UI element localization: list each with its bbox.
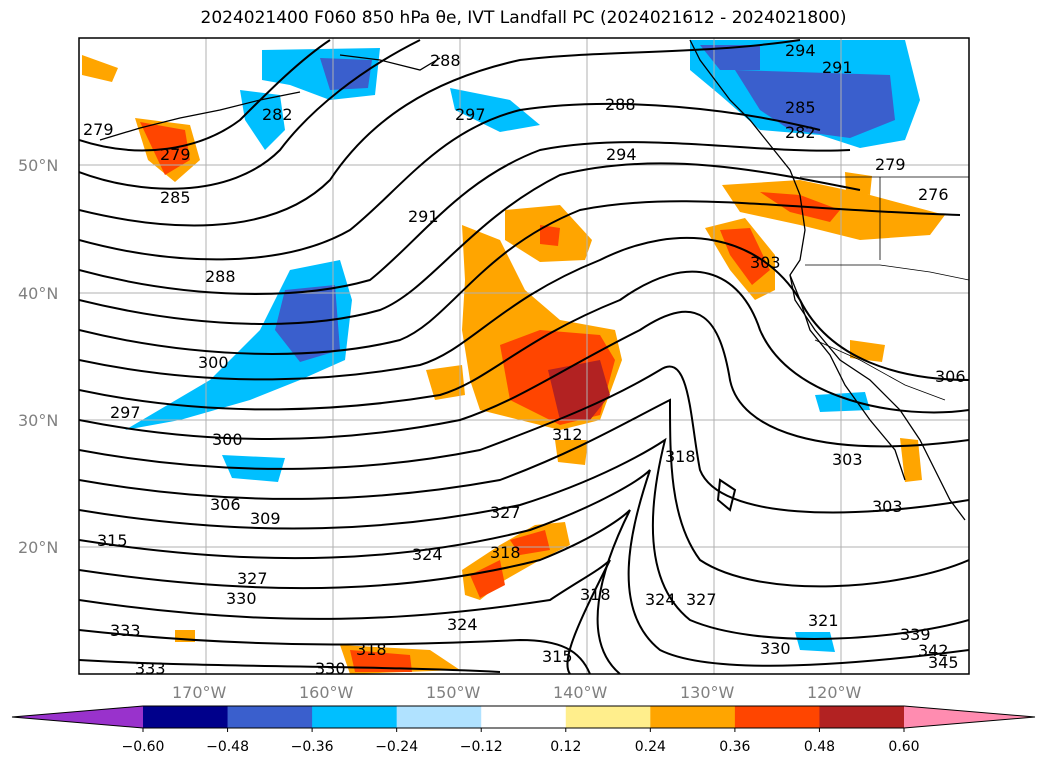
colorbar-tick-label: 0.48 [804,739,835,755]
lon-label: 150°W [426,683,481,702]
colorbar-segment [819,706,905,728]
contour-label: 294 [785,41,816,60]
colorbar-tick-label: −0.36 [291,739,334,755]
colorbar-tick-label: −0.48 [206,739,249,755]
contour-label: 330 [226,589,257,608]
colorbar-tick-label: 0.12 [550,739,581,755]
contour-label: 306 [935,367,966,386]
contour-label: 288 [605,95,636,114]
lat-label: 50°N [18,156,58,175]
contour-label: 324 [645,590,676,609]
contour-label: 288 [205,267,236,286]
longitude-labels: 170°W 160°W 150°W 140°W 130°W 120°W [172,683,862,702]
colorbar-segment [227,706,313,728]
contour-label: 318 [356,640,387,659]
contour-label: 324 [447,615,478,634]
lon-label: 120°W [807,683,862,702]
contour-label: 339 [900,625,931,644]
colorbar-tick-label: −0.12 [460,739,503,755]
contour-label: 279 [83,120,114,139]
contour-label: 327 [237,569,268,588]
contour-label: 282 [785,123,816,142]
colorbar-segment [481,706,567,728]
contour-label: 306 [210,495,241,514]
ivt-pc-shading [82,40,945,674]
colorbar-tick-label: −0.24 [375,739,418,755]
lon-label: 140°W [553,683,608,702]
contour-label: 312 [552,425,583,444]
lat-label: 30°N [18,411,58,430]
contour-label: 318 [490,543,521,562]
lat-label: 20°N [18,538,58,557]
contour-label: 321 [808,611,839,630]
contour-label: 318 [580,585,611,604]
colorbar-tick-label: 0.60 [888,739,919,755]
map-frame [78,37,970,675]
contour-label: 327 [490,503,521,522]
contour-label: 279 [160,145,191,164]
colorbar-extend-low [12,706,143,728]
contour-label: 333 [135,659,166,678]
contour-label: 285 [160,188,191,207]
contour-label: 291 [822,58,853,77]
latitude-labels: 50°N 40°N 30°N 20°N [18,156,58,557]
contour-label: 303 [872,497,903,516]
contour-label: 315 [542,647,573,666]
lon-label: 160°W [299,683,354,702]
contour-label: 294 [606,145,637,164]
colorbar-segment [312,706,398,728]
contour-label: 345 [928,653,959,672]
colorbar-tick-label: 0.36 [719,739,750,755]
contour-label: 279 [875,155,906,174]
contour-label: 318 [665,447,696,466]
contour-label: 282 [262,105,293,124]
contour-label: 297 [455,105,486,124]
theta-e-contours [79,39,969,674]
contour-label: 330 [760,639,791,658]
colorbar-tick-label: 0.24 [635,739,666,755]
contour-label: 333 [110,621,141,640]
contour-label: 291 [408,207,439,226]
borders [800,176,969,401]
graticule [79,38,969,674]
contour-label: 300 [212,430,243,449]
colorbar-extend-high [904,706,1035,728]
colorbar-segment [650,706,736,728]
contour-label: 309 [250,509,281,528]
lon-label: 170°W [172,683,227,702]
contour-label: 324 [412,545,443,564]
contour-labels: 294 291 288 282 297 288 285 282 279 276 … [83,41,966,678]
contour-label: 330 [315,659,346,678]
contour-label: 315 [97,531,128,550]
contour-label: 327 [686,590,717,609]
contour-label: 303 [750,253,781,272]
colorbar-segment [143,706,229,728]
lon-label: 130°W [680,683,735,702]
lat-label: 40°N [18,284,58,303]
contour-label: 297 [110,403,141,422]
contour-label: 303 [832,450,863,469]
contour-label: 276 [918,185,949,204]
colorbar-segment [734,706,820,728]
colorbar: −0.60 −0.48 −0.36 −0.24 −0.12 0.12 0.24 0.36 0.4… [11,705,1036,755]
contour-label: 285 [785,98,816,117]
colorbar-segment [396,706,482,728]
contour-label: 300 [198,353,229,372]
map-title: 2024021400 F060 850 hPa θe, IVT Landfall… [200,8,847,28]
contour-label: 342 [918,641,949,660]
colorbar-tick-label: −0.60 [122,739,165,755]
colorbar-segment [565,706,651,728]
contour-label: 288 [430,51,461,70]
